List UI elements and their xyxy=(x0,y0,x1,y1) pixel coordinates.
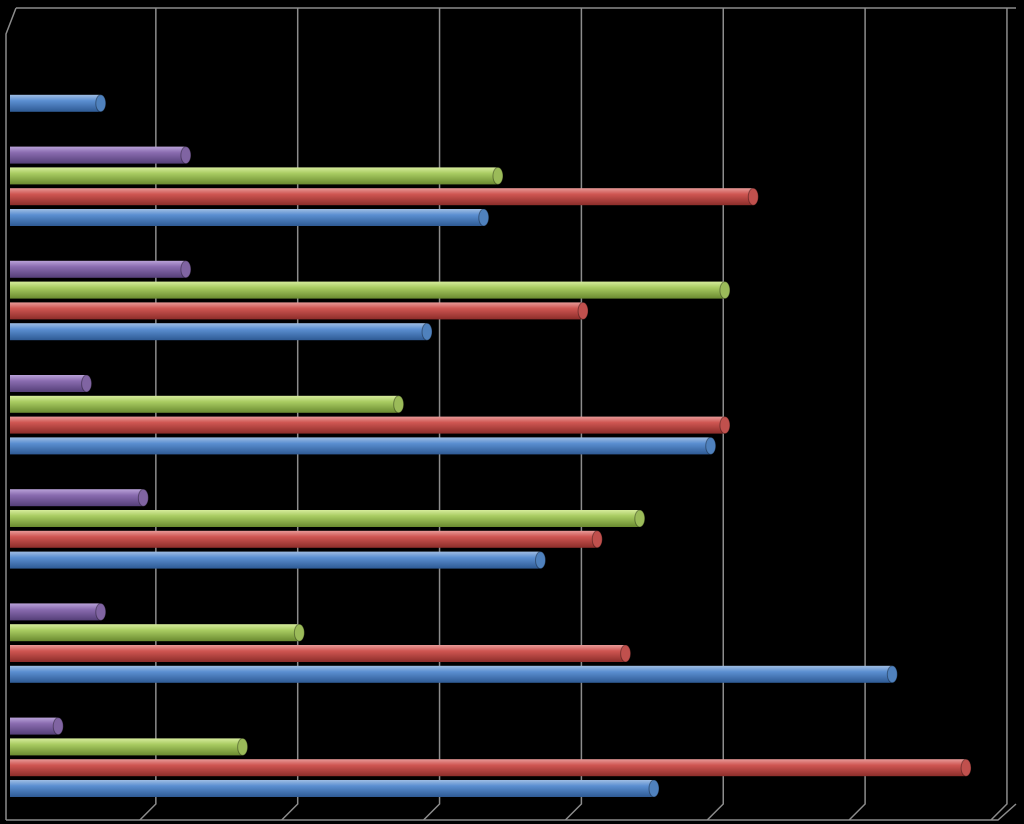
grid-layer xyxy=(5,7,1017,821)
bar-series-1-cat-3 xyxy=(10,530,603,549)
bar-body xyxy=(10,188,754,206)
bar-series-0-cat-6 xyxy=(10,208,490,227)
bar-body xyxy=(10,489,144,507)
bar-cap xyxy=(293,623,305,642)
bar-series-0-cat-5 xyxy=(10,322,433,341)
bar-body xyxy=(10,510,640,527)
bar-series-0-cat-2 xyxy=(10,665,898,684)
bar-series-2-cat-2 xyxy=(10,623,305,642)
bar-cap xyxy=(421,322,433,341)
gridline xyxy=(281,8,299,821)
bar-series-1-cat-1 xyxy=(10,758,972,777)
bar-cap xyxy=(719,416,731,435)
bar-series-3-cat-2 xyxy=(10,602,107,621)
bar-series-1-cat-2 xyxy=(10,644,632,663)
bar-body xyxy=(10,624,300,642)
bar-cap xyxy=(478,208,490,227)
bar-body xyxy=(10,738,243,756)
bar-series-0-cat-1 xyxy=(10,779,660,798)
bar-series-3-cat-5 xyxy=(10,260,192,279)
bar-cap xyxy=(577,301,589,320)
bar-series-0-cat-7 xyxy=(10,94,107,113)
bar-series-1-cat-6 xyxy=(10,187,759,206)
bar-series-1-cat-4 xyxy=(10,416,731,435)
bar-body xyxy=(10,530,598,548)
bar-cap xyxy=(886,665,898,684)
bar-cap xyxy=(747,187,759,206)
bar-body xyxy=(10,395,399,413)
bar-cap xyxy=(591,530,603,549)
bar-cap xyxy=(95,602,107,621)
bar-cap xyxy=(648,779,660,798)
bar-body xyxy=(10,603,101,621)
bar-series-2-cat-6 xyxy=(10,166,504,185)
bar-body xyxy=(10,759,967,777)
bar-body xyxy=(10,551,541,569)
bar-body xyxy=(10,375,87,392)
bar-series-3-cat-1 xyxy=(10,717,64,736)
bar-series-0-cat-3 xyxy=(10,551,547,570)
bar-body xyxy=(10,94,101,112)
bar-series-2-cat-4 xyxy=(10,395,405,414)
bar-series-2-cat-1 xyxy=(10,737,249,756)
bar-series-0-cat-4 xyxy=(10,436,717,455)
bar-cap xyxy=(393,395,405,414)
floor-edge xyxy=(6,803,1017,821)
bar-body xyxy=(10,437,711,455)
bar-series-2-cat-5 xyxy=(10,281,731,300)
bar-cap xyxy=(180,146,192,165)
bar-body xyxy=(10,416,725,434)
bar-body xyxy=(10,323,428,341)
bar-cap xyxy=(705,436,717,455)
bar-cap xyxy=(620,644,632,663)
gridline xyxy=(848,8,866,821)
bar-cap xyxy=(535,551,547,570)
bar-body xyxy=(10,665,893,683)
bar-cap xyxy=(137,488,149,507)
gridline xyxy=(990,8,1008,821)
gridline xyxy=(564,8,583,821)
bar-series-1-cat-5 xyxy=(10,301,589,320)
bar-cap xyxy=(960,758,972,777)
bar-cap xyxy=(634,509,646,528)
gridline xyxy=(423,8,441,821)
gridline xyxy=(139,8,157,821)
bar-body xyxy=(10,717,59,735)
bar-cap xyxy=(492,166,504,185)
bar-series-2-cat-3 xyxy=(10,509,646,528)
bar-body xyxy=(10,281,725,299)
bar-body xyxy=(10,260,186,278)
bar-body xyxy=(10,146,186,164)
bar-series-3-cat-6 xyxy=(10,146,192,165)
bar-body xyxy=(10,167,498,185)
bar-series-3-cat-4 xyxy=(10,374,93,393)
bar-body xyxy=(10,780,654,797)
bar-cap xyxy=(237,737,249,756)
bar-body xyxy=(10,209,484,226)
bar-body xyxy=(10,302,584,320)
bar-cap xyxy=(52,717,64,736)
bar-series-3-cat-3 xyxy=(10,488,149,507)
gridline xyxy=(706,8,724,821)
bar-cap xyxy=(95,94,107,113)
bar-cap xyxy=(81,374,93,393)
bar-body xyxy=(10,645,626,662)
side-wall xyxy=(5,7,17,820)
bar-cap xyxy=(719,281,731,300)
bars-layer xyxy=(10,94,972,798)
bar-cap xyxy=(180,260,192,279)
